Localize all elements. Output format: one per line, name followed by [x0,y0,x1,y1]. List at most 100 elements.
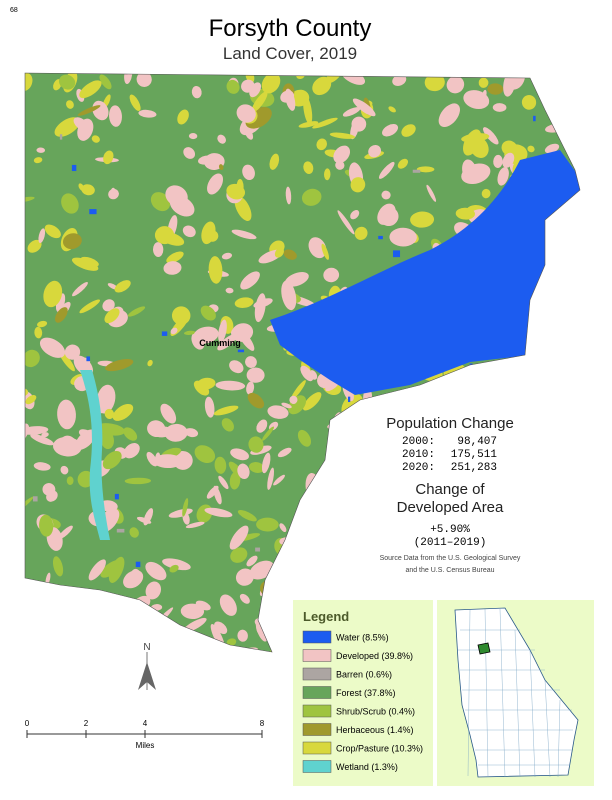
county-highlight [477,642,491,655]
developed-heading: Developed Area [397,499,504,516]
land-patch [381,190,391,200]
land-patch [342,107,361,117]
land-patch [557,114,580,128]
land-patch [59,608,73,626]
land-patch [154,226,175,245]
land-patch [25,73,33,91]
land-patch [185,521,205,529]
land-patch [480,584,493,597]
land-patch [541,401,550,413]
land-patch [170,327,178,335]
land-patch [168,508,193,518]
land-patch [180,603,205,619]
land-patch [101,611,110,621]
land-patch [289,544,312,568]
land-patch [543,79,563,106]
land-patch [35,643,48,652]
land-patch [72,282,88,297]
land-patch [556,511,571,525]
land-patch [538,395,553,416]
land-patch [372,531,386,544]
land-patch [308,237,327,259]
land-cover-map [25,73,580,652]
land-patch [25,627,38,647]
land-patch [515,491,521,510]
land-patch [25,196,35,203]
land-patch [351,116,367,132]
land-patch [25,623,36,641]
legend-swatch [302,630,332,644]
land-patch [25,607,28,619]
land-patch [314,506,329,520]
land-patch [145,581,162,600]
land-patch [79,80,102,99]
land-patch [207,173,224,195]
land-patch [153,640,168,652]
land-patch [86,356,91,362]
north-label: N [143,642,150,653]
land-patch [161,331,168,336]
land-patch [516,532,527,541]
land-patch [301,188,322,206]
land-patch [194,445,216,463]
land-patch [544,143,560,154]
land-patch [34,326,43,339]
land-patch [151,617,167,634]
land-patch [217,334,237,351]
land-patch [298,121,319,128]
land-patch [58,525,73,540]
land-patch [32,496,38,502]
land-patch [392,74,407,86]
land-patch [527,145,535,153]
land-patch [378,235,383,240]
land-patch [217,134,227,144]
land-patch [523,567,538,582]
scale-label: 2 [84,719,89,728]
land-patch [152,454,183,469]
land-patch [70,599,87,621]
population-value: 175,511 [451,449,498,461]
land-patch [99,74,112,90]
land-patch [60,465,69,475]
land-patch [492,103,507,112]
land-patch [567,407,579,422]
land-patch [229,360,244,374]
land-patch [412,169,421,173]
land-patch [353,556,370,577]
legend-swatch [302,723,332,736]
land-patch [544,338,553,345]
land-patch [221,418,234,432]
land-patch [27,239,42,253]
land-patch [244,127,254,140]
land-patch [39,514,54,537]
developed-period: (2011–2019) [414,537,487,549]
land-patch [502,152,515,168]
land-patch [569,112,580,117]
land-patch [242,164,255,181]
land-patch [248,436,264,453]
land-patch [518,378,531,396]
land-patch [497,474,505,484]
legend-swatch [302,649,332,662]
land-patch [556,487,580,501]
legend-swatch [302,704,332,718]
land-patch [498,367,514,383]
land-patch [88,559,106,581]
legend-swatch [302,760,332,773]
land-patch [225,287,234,294]
land-patch [248,462,265,473]
land-patch [429,595,432,598]
land-patch [334,584,344,593]
land-patch [393,484,410,497]
land-patch [66,100,74,109]
land-patch [177,649,196,652]
land-patch [571,231,580,253]
land-patch [359,483,374,508]
land-patch [303,95,313,125]
land-patch [147,420,166,438]
land-patch [388,106,396,113]
land-patch [507,495,521,505]
land-patch [362,531,385,550]
place-label: Cumming [199,338,241,348]
